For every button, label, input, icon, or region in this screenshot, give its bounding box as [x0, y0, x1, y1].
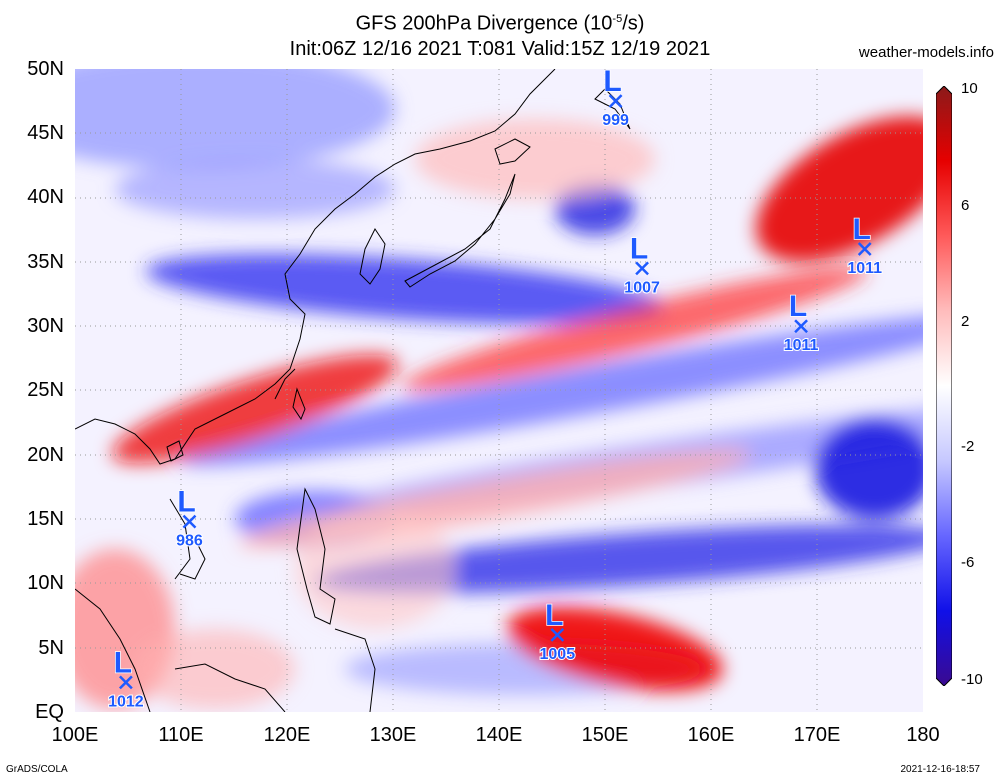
lat-label-5n: 5N: [38, 637, 64, 659]
lon-label-140e: 140E: [475, 724, 523, 746]
lon-label-100e: 100E: [51, 724, 99, 746]
grid-lines: [75, 69, 923, 712]
lat-label-25n: 25N: [27, 379, 64, 401]
low-pressure-value: 1005: [540, 646, 576, 663]
site-label: weather-models.info: [858, 44, 994, 61]
low-pressure-value: 986: [176, 533, 203, 550]
low-pressure-value: 999: [602, 112, 629, 129]
lat-label-40n: 40N: [27, 186, 64, 208]
lat-label-20n: 20N: [27, 444, 64, 466]
divergence-map: L 999 L 1007 L 1011 L 1011 L 986 L 1005 L 1012: [75, 69, 923, 712]
low-center-marker: [182, 514, 197, 529]
colorbar-ramp: [935, 85, 953, 687]
divergence-field: [75, 69, 923, 709]
lat-label-15n: 15N: [27, 508, 64, 530]
chart-title: GFS 200hPa Divergence (10-5/s): [355, 12, 645, 35]
colorbar-label-m10: -10: [961, 671, 983, 688]
colorbar-label-10: 10: [961, 80, 978, 97]
lat-label-35n: 35N: [27, 251, 64, 273]
lat-label-eq: EQ: [35, 701, 64, 723]
lat-label-10n: 10N: [27, 572, 64, 594]
colorbar-label-2: 2: [961, 313, 970, 330]
low-center-6: L 1012: [107, 646, 145, 712]
low-pressure-value: 1011: [784, 337, 819, 354]
low-center-2: L 1011: [846, 212, 883, 278]
low-symbol: L: [114, 646, 132, 679]
colorbar-label-m6: -6: [961, 554, 975, 571]
low-center-marker: [857, 242, 872, 256]
lat-label-45n: 45N: [27, 122, 64, 144]
lon-label-170e: 170E: [793, 724, 841, 746]
low-pressure-value: 1007: [624, 279, 660, 296]
low-symbol: L: [545, 599, 563, 632]
low-symbol: L: [853, 213, 871, 246]
low-center-marker: [794, 319, 808, 334]
colorbar-label-6: 6: [961, 197, 970, 214]
low-center-marker: [550, 627, 565, 642]
lon-label-160e: 160E: [687, 724, 735, 746]
low-center-3: L 1011: [783, 289, 820, 355]
low-center-4: L 986: [175, 485, 204, 551]
low-symbol: L: [789, 290, 807, 323]
low-center-0: L 999: [601, 69, 630, 130]
lon-label-180: 180: [906, 724, 940, 746]
low-center-1: L 1007: [623, 232, 661, 298]
lat-label-50n: 50N: [27, 58, 64, 80]
low-pressure-value: 1012: [108, 693, 144, 710]
footer-software: GrADS/COLA: [6, 764, 68, 775]
low-pressure-value: 1011: [847, 260, 882, 277]
low-center-marker: [635, 261, 649, 276]
colorbar: [935, 85, 953, 687]
low-symbol: L: [603, 69, 621, 98]
lon-label-120e: 120E: [263, 724, 311, 746]
low-center-marker: [118, 675, 133, 690]
low-center-5: L 1005: [539, 598, 577, 664]
lon-label-110e: 110E: [158, 724, 204, 746]
coastlines: [75, 69, 631, 712]
lon-label-150e: 150E: [581, 724, 629, 746]
low-pressure-centers: L 999 L 1007 L 1011 L 1011 L 986 L 1005 L 1012: [107, 69, 883, 712]
lon-label-130e: 130E: [369, 724, 417, 746]
chart-subtitle: Init:06Z 12/16 2021 T:081 Valid:15Z 12/1…: [289, 38, 711, 60]
low-center-marker: [608, 94, 623, 109]
lat-label-30n: 30N: [27, 315, 64, 337]
low-symbol: L: [630, 232, 648, 265]
footer-timestamp: 2021-12-16-18:57: [900, 764, 980, 775]
low-symbol: L: [177, 486, 195, 519]
colorbar-label-m2: -2: [961, 438, 975, 455]
